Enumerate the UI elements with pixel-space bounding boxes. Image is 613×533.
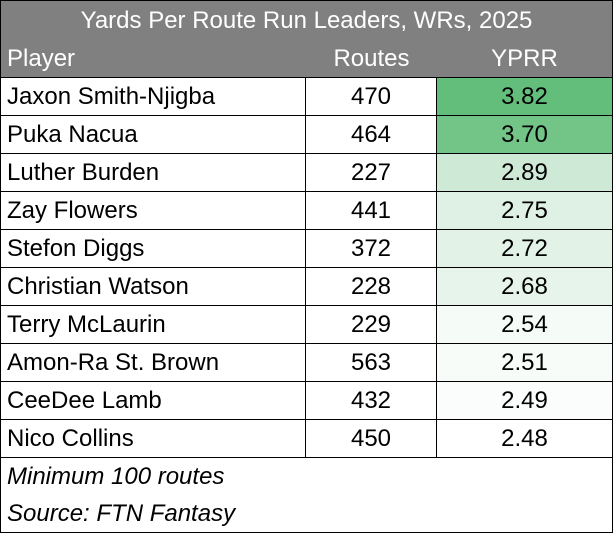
footnote-source: Source: FTN Fantasy <box>7 500 236 527</box>
cell-player: Zay Flowers <box>1 192 306 229</box>
table-row: Amon-Ra St. Brown 563 2.51 <box>1 343 612 381</box>
cell-routes: 227 <box>306 154 437 191</box>
table-row: Terry McLaurin 229 2.54 <box>1 305 612 343</box>
cell-routes: 441 <box>306 192 437 229</box>
table-row: Christian Watson 228 2.68 <box>1 267 612 305</box>
table-row: Puka Nacua 464 3.70 <box>1 115 612 153</box>
cell-player: Christian Watson <box>1 268 306 305</box>
table-row: CeeDee Lamb 432 2.49 <box>1 381 612 419</box>
cell-yprr: 3.70 <box>437 116 612 153</box>
cell-yprr: 2.75 <box>437 192 612 229</box>
cell-routes: 372 <box>306 230 437 267</box>
cell-player: Luther Burden <box>1 154 306 191</box>
cell-player: Jaxon Smith-Njigba <box>1 78 306 115</box>
cell-routes: 563 <box>306 344 437 381</box>
header-routes: Routes <box>333 45 410 72</box>
header-player: Player <box>7 45 76 72</box>
header-yprr: YPRR <box>491 45 558 72</box>
cell-yprr: 2.51 <box>437 344 612 381</box>
cell-yprr: 2.89 <box>437 154 612 191</box>
table-footnotes: Minimum 100 routes Source: FTN Fantasy <box>1 457 612 532</box>
cell-routes: 450 <box>306 420 437 457</box>
cell-yprr: 2.54 <box>437 306 612 343</box>
cell-routes: 464 <box>306 116 437 153</box>
cell-routes: 432 <box>306 382 437 419</box>
table-row: Luther Burden 227 2.89 <box>1 153 612 191</box>
cell-yprr: 2.48 <box>437 420 612 457</box>
table-body: Jaxon Smith-Njigba 470 3.82 Puka Nacua 464 3.… <box>1 77 612 457</box>
header-row: Player Routes YPRR <box>1 41 612 77</box>
cell-player: Terry McLaurin <box>1 306 306 343</box>
cell-player: Puka Nacua <box>1 116 306 153</box>
cell-routes: 228 <box>306 268 437 305</box>
table-title: Yards Per Route Run Leaders, WRs, 2025 <box>1 1 612 41</box>
cell-routes: 229 <box>306 306 437 343</box>
cell-player: Stefon Diggs <box>1 230 306 267</box>
table-row: Zay Flowers 441 2.75 <box>1 191 612 229</box>
cell-yprr: 2.68 <box>437 268 612 305</box>
footnote-minimum: Minimum 100 routes <box>7 463 225 490</box>
cell-player: CeeDee Lamb <box>1 382 306 419</box>
cell-yprr: 3.82 <box>437 78 612 115</box>
table-row: Stefon Diggs 372 2.72 <box>1 229 612 267</box>
cell-player: Amon-Ra St. Brown <box>1 344 306 381</box>
cell-yprr: 2.49 <box>437 382 612 419</box>
cell-yprr: 2.72 <box>437 230 612 267</box>
table-row: Jaxon Smith-Njigba 470 3.82 <box>1 77 612 115</box>
cell-routes: 470 <box>306 78 437 115</box>
cell-player: Nico Collins <box>1 420 306 457</box>
table-row: Nico Collins 450 2.48 <box>1 419 612 457</box>
